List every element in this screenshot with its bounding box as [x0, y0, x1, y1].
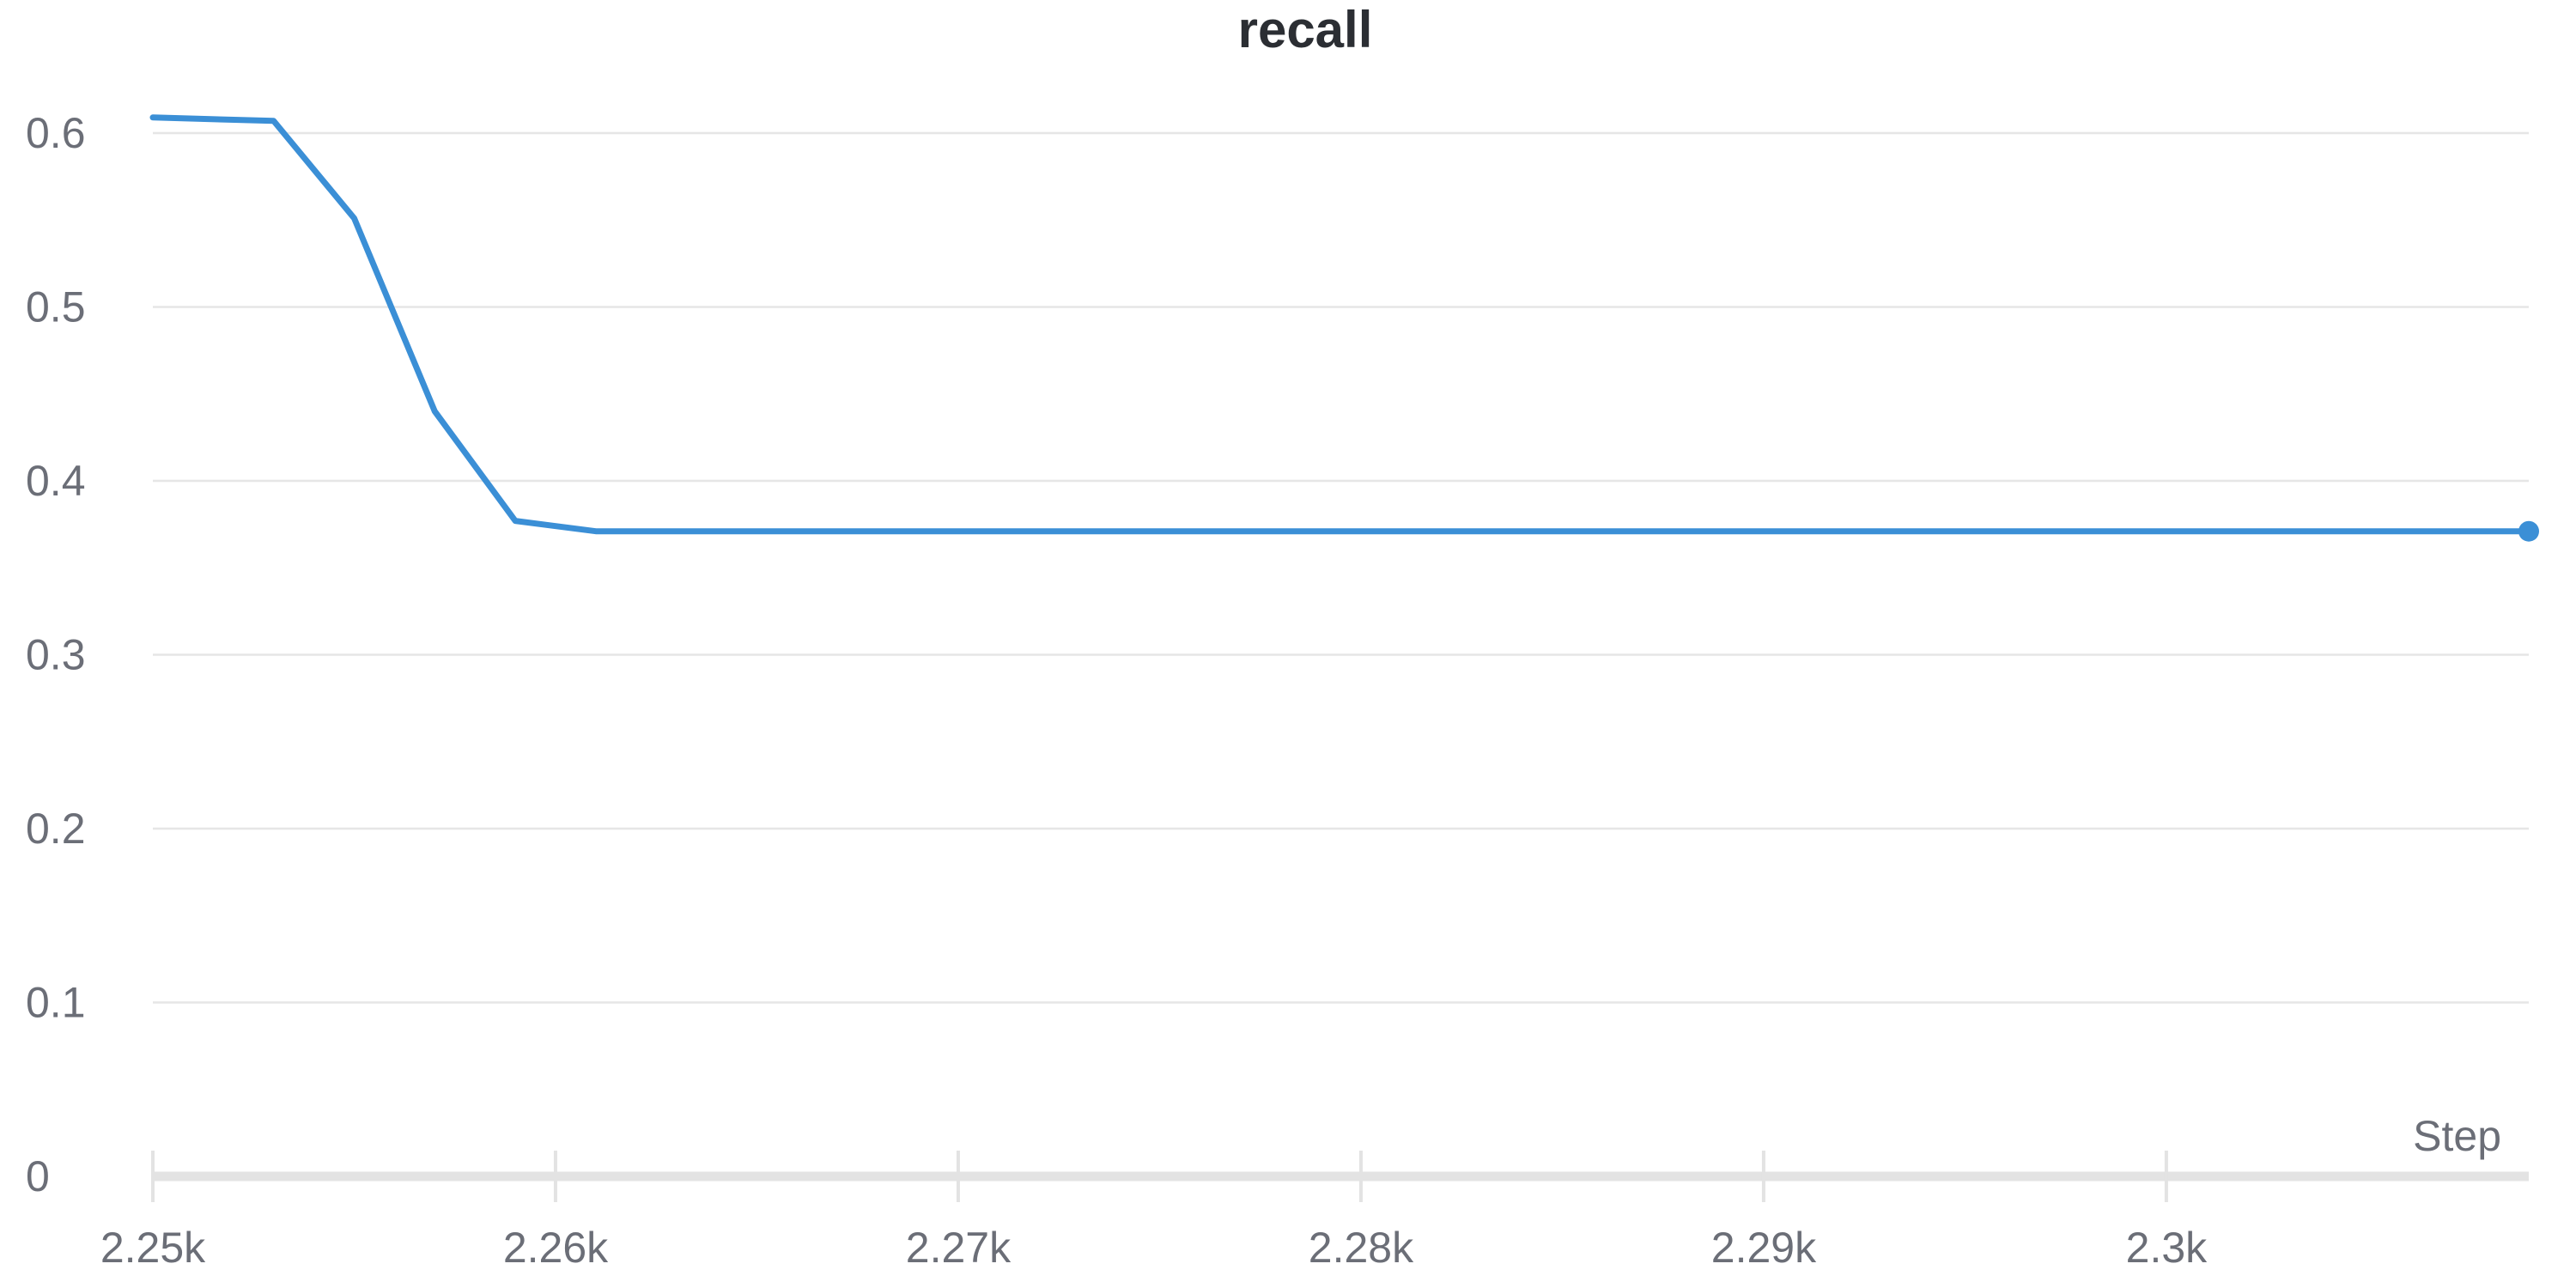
series-layer	[149, 114, 2539, 542]
series-point	[1479, 528, 1485, 535]
x-tick-label: 2.29k	[1711, 1224, 1817, 1272]
x-axis	[151, 1151, 2529, 1202]
series-point	[1558, 528, 1565, 535]
series-point	[2364, 528, 2371, 535]
series-point	[1398, 528, 1405, 535]
series-point	[673, 528, 680, 535]
y-tick-label: 0.5	[26, 283, 86, 331]
y-tick-label: 0.6	[26, 109, 86, 157]
x-axis-title: Step	[2413, 1112, 2501, 1160]
chart-title: recall	[1238, 1, 1373, 58]
series-point	[2203, 528, 2210, 535]
series-point	[149, 114, 156, 121]
series-point	[1156, 528, 1163, 535]
series-point	[1076, 528, 1083, 535]
series-point	[2445, 528, 2451, 535]
y-tick-label: 0.1	[26, 979, 86, 1027]
y-axis-tick-labels: 0 0.1 0.2 0.3 0.4 0.5 0.6	[26, 109, 86, 1200]
x-tick-label: 2.25k	[100, 1224, 206, 1272]
series-point	[995, 528, 1002, 535]
grid-layer	[153, 131, 2529, 1004]
series-point	[1881, 528, 1888, 535]
x-tick-label: 2.27k	[906, 1224, 1012, 1272]
series-point	[834, 528, 841, 535]
series-point	[1720, 528, 1727, 535]
series-point	[512, 518, 519, 525]
series-point	[2123, 528, 2129, 535]
series-point	[350, 215, 357, 222]
series-point	[1317, 528, 1324, 535]
series-point	[2284, 528, 2291, 535]
series-point	[1801, 528, 1807, 535]
series-point	[753, 528, 760, 535]
series-point	[431, 408, 438, 415]
series-point	[2042, 528, 2049, 535]
y-tick-label: 0.3	[26, 631, 86, 679]
x-axis-tick-labels: 2.25k 2.26k 2.27k 2.28k 2.29k 2.3k	[100, 1224, 2208, 1272]
series-point	[592, 528, 599, 535]
series-point	[270, 118, 277, 125]
series-point	[1639, 528, 1646, 535]
series-point	[1236, 528, 1243, 535]
x-tick-label: 2.3k	[2126, 1224, 2208, 1272]
x-tick-label: 2.28k	[1309, 1224, 1414, 1272]
series-last-point	[2518, 520, 2539, 542]
y-tick-label: 0.4	[26, 457, 86, 505]
series-point	[1961, 528, 1968, 535]
x-tick-label: 2.26k	[503, 1224, 609, 1272]
series-point	[914, 528, 921, 535]
y-tick-label: 0.2	[26, 805, 86, 853]
y-tick-label: 0	[26, 1152, 50, 1200]
series-line	[149, 114, 2532, 535]
